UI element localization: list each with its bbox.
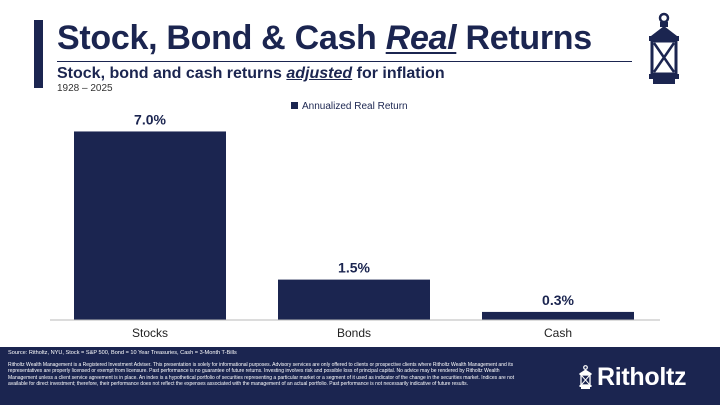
data-label-cash: 0.3% (542, 292, 574, 308)
date-range: 1928 – 2025 (57, 83, 113, 94)
page-subtitle: Stock, bond and cash returns adjusted fo… (57, 65, 445, 82)
page-title: Stock, Bond & Cash Real Returns (57, 19, 592, 57)
data-label-stocks: 7.0% (134, 111, 166, 127)
brand-name: Ritholtz (597, 363, 687, 391)
x-tick-label-stocks: Stocks (132, 326, 168, 340)
title-accent-bar (34, 20, 43, 88)
lantern-icon (649, 12, 679, 84)
source-note: Source: Ritholtz, NYU, Stock = S&P 500, … (8, 350, 237, 356)
title-divider (57, 61, 632, 62)
data-label-bonds: 1.5% (338, 260, 370, 276)
chart-legend: Annualized Real Return (291, 101, 408, 112)
brand-logo: Ritholtz (578, 363, 687, 391)
footer: Source: Ritholtz, NYU, Stock = S&P 500, … (0, 347, 720, 405)
legend-label: Annualized Real Return (302, 101, 408, 112)
bar-chart: Annualized Real Return 7.0% Stocks 1.5% Bon… (50, 101, 660, 340)
bar-cash (482, 311, 634, 320)
legend-swatch (291, 102, 298, 109)
lantern-logo-icon (579, 365, 592, 389)
x-tick-label-bonds: Bonds (337, 326, 371, 340)
x-tick-label-cash: Cash (544, 326, 572, 340)
bar-bonds (278, 279, 430, 320)
bar-stocks (74, 131, 226, 320)
disclaimer-text: Ritholtz Wealth Management is a Register… (8, 362, 515, 388)
